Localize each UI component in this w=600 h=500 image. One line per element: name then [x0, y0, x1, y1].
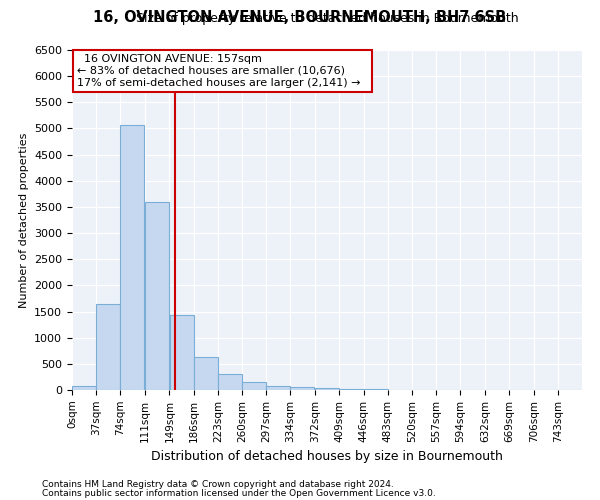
- Y-axis label: Number of detached properties: Number of detached properties: [19, 132, 29, 308]
- Text: Contains HM Land Registry data © Crown copyright and database right 2024.: Contains HM Land Registry data © Crown c…: [42, 480, 394, 489]
- X-axis label: Distribution of detached houses by size in Bournemouth: Distribution of detached houses by size …: [151, 450, 503, 463]
- Bar: [340, 389, 364, 390]
- Text: Contains public sector information licensed under the Open Government Licence v3: Contains public sector information licen…: [42, 489, 436, 498]
- Bar: [96, 304, 120, 390]
- Bar: [242, 382, 266, 390]
- Bar: [218, 374, 242, 390]
- Bar: [364, 389, 388, 390]
- Bar: [194, 358, 218, 390]
- Bar: [170, 316, 194, 390]
- Bar: [121, 124, 145, 390]
- Text: 16, OVINGTON AVENUE, BOURNEMOUTH, BH7 6SB: 16, OVINGTON AVENUE, BOURNEMOUTH, BH7 6S…: [94, 10, 506, 25]
- Text: 16 OVINGTON AVENUE: 157sqm
← 83% of detached houses are smaller (10,676)
17% of : 16 OVINGTON AVENUE: 157sqm ← 83% of deta…: [77, 54, 368, 88]
- Bar: [290, 388, 314, 390]
- Bar: [145, 202, 169, 390]
- Title: Size of property relative to detached houses in Bournemouth: Size of property relative to detached ho…: [136, 12, 518, 25]
- Bar: [72, 386, 96, 390]
- Bar: [266, 386, 290, 390]
- Bar: [316, 388, 340, 390]
